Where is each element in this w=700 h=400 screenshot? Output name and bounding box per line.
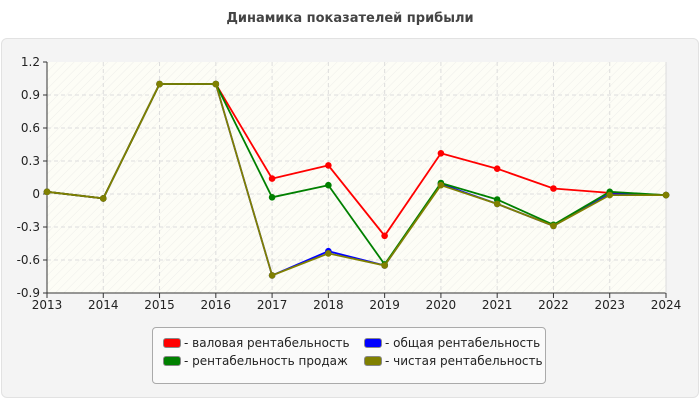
x-tick-label: 2013 [32,298,63,312]
data-point [99,195,107,202]
legend-item: - чистая рентабельность [364,354,543,368]
data-point [437,181,445,189]
legend-label: - рентабельность продаж [184,354,348,368]
x-tick-label: 2024 [651,298,682,312]
legend-label: - валовая рентабельность [184,336,350,350]
y-tick-label: -0.3 [17,220,40,234]
y-tick-label: 0.6 [21,121,40,135]
plot-area [47,62,666,293]
legend-swatch-blue [364,338,382,348]
x-tick-label: 2015 [144,298,175,312]
legend-swatch-red [163,338,181,348]
data-point [325,250,332,257]
y-tick-label: -0.6 [17,253,40,267]
x-tick-label: 2022 [538,298,569,312]
legend-item: - валовая рентабельность [163,336,350,350]
data-point [381,262,388,269]
data-point [493,165,501,172]
legend-item: - рентабельность продаж [163,354,348,368]
y-tick-label: 0.3 [21,154,40,168]
data-point [212,80,220,88]
x-tick-label: 2016 [201,298,232,312]
y-tick-label: 0.9 [21,88,40,102]
legend-item: - общая рентабельность [364,336,540,350]
data-point [550,185,557,192]
data-point [268,272,276,279]
y-tick-label: -0.9 [17,286,40,300]
data-point [268,175,276,182]
legend: - валовая рентабельность - общая рентабе… [152,327,546,384]
x-tick-label: 2023 [594,298,625,312]
x-tick-label: 2017 [257,298,288,312]
data-point [268,194,276,201]
y-tick-label: 0 [32,187,40,201]
chart-title: Динамика показателей прибыли [226,11,474,26]
x-tick-label: 2014 [88,298,119,312]
data-point [43,188,51,196]
data-point [662,191,670,199]
y-tick-label: 1.2 [21,55,40,69]
series-line [46,83,666,277]
legend-swatch-olive [364,356,382,366]
data-point [606,191,614,199]
data-point [437,150,445,157]
data-point [550,222,557,230]
legend-swatch-green [163,356,181,366]
data-point [156,80,163,88]
legend-label: - чистая рентабельность [385,354,543,368]
x-tick-label: 2021 [482,298,513,312]
x-tick-label: 2019 [369,298,400,312]
data-point [325,162,332,169]
legend-label: - общая рентабельность [385,336,541,350]
data-point [493,200,501,208]
x-tick-label: 2018 [313,298,344,312]
data-point [381,232,388,240]
x-tick-label: 2020 [426,298,457,312]
data-point [325,181,332,189]
